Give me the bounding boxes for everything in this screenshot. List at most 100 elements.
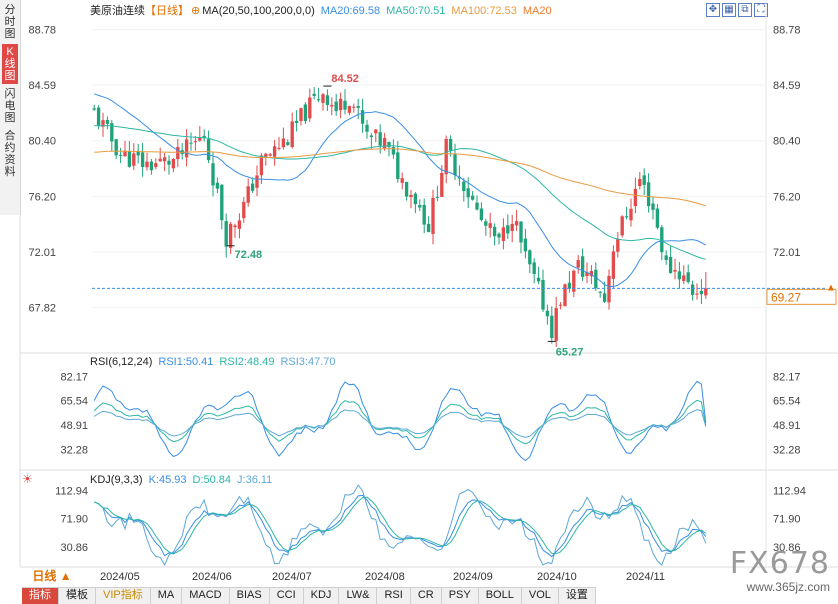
candle-body [422,204,426,225]
candle-body [110,123,114,142]
candle-body [576,260,580,268]
candle-body [132,153,136,166]
candle-body [616,238,620,252]
candle-body [369,135,374,138]
rsi1-line [93,380,707,462]
kdj-params: KDJ(9,3,3) [90,474,143,486]
candle-body [338,98,343,111]
candle-body [523,238,528,252]
maximize-icon[interactable]: ⛶ [754,3,768,17]
indicator-tab-13[interactable]: VOL [522,588,559,604]
kdj-d-value: D:50.84 [192,474,232,486]
candle-body [651,203,655,210]
indicator-tab-6[interactable]: CCI [270,588,304,604]
indicator-tab-0[interactable]: 指标 [22,588,59,604]
candle-body [668,256,673,274]
candle-body [140,152,145,167]
candle-body [206,139,211,161]
tab-flash[interactable]: 闪电图 [4,88,16,124]
layout-grid-icon[interactable]: ▦ [722,3,736,17]
indicator-tab-7[interactable]: KDJ [304,588,340,604]
candle-body [479,208,484,220]
candle-body [167,160,171,165]
candle-body [594,269,598,289]
ma-params: MA(20,50,100,200,0,0) [202,5,315,17]
candle-body [444,138,448,175]
candle-body [158,158,162,162]
candle-body [607,275,611,303]
tab-contract-info[interactable]: 合约资料 [4,130,16,178]
rsi2-line [93,399,707,445]
crosshair-icon[interactable]: ✥ [706,3,720,17]
candle-body [105,119,110,124]
indicator-tab-12[interactable]: BOLL [479,588,522,604]
candle-body [127,151,132,167]
settings-sun-icon[interactable]: ☀ [22,472,33,486]
indicator-tab-4[interactable]: MACD [182,588,230,604]
candle-body [554,308,558,341]
main-right-tick: 88.78 [773,25,801,37]
candle-body [101,120,105,127]
indicator-tab-11[interactable]: PSY [442,588,479,604]
candle-body [184,139,189,158]
candle-body [563,284,567,307]
candle-body [484,221,488,226]
candle-body [374,129,378,134]
candle-body [638,179,642,187]
main-chart-header: 美原油连续【日线】 ⊕ MA(20,50,100,200,0,0) MA20:69.5… [90,3,558,19]
candle-body [277,147,281,149]
low-label-2: 65.27 [556,346,584,358]
candle-body [536,277,541,282]
candle-body [506,225,510,234]
candle-body [242,201,246,219]
candle-body [677,271,682,280]
candle-body [629,208,633,221]
current-price-label: 69.27 [771,290,801,304]
candle-body [673,269,677,272]
high-label: 84.52 [331,73,359,85]
candle-body [171,158,176,169]
candle-body [510,223,514,231]
indicator-tab-2[interactable]: VIP指标 [96,588,151,604]
tab-timeshare[interactable]: 分时图 [4,4,16,40]
restore-icon[interactable]: ⧉ [738,3,752,17]
candle-body [682,275,686,281]
kdj-j-value: J:36.11 [237,474,273,486]
indicator-tab-8[interactable]: LW& [339,588,378,604]
ma200-value: MA20 [522,5,552,17]
indicator-tab-5[interactable]: BIAS [230,588,270,604]
kdj-left-tick: 30.86 [60,542,88,554]
candle-body [572,270,576,292]
candle-body [704,288,708,296]
indicator-tab-3[interactable]: MA [151,588,183,604]
candle-body [180,150,184,155]
candle-body [545,310,550,317]
indicator-tab-14[interactable]: 设置 [559,588,596,604]
candle-body [312,93,316,96]
candle-body [352,106,356,108]
ma50-line [94,125,706,260]
candle-body [532,262,536,274]
candle-body [325,95,330,105]
watermark-url: www.365jz.com [746,580,830,594]
add-indicator-icon[interactable]: ⊕ [191,5,201,17]
candle-body [396,152,400,180]
rsi-right-tick: 32.28 [773,444,801,456]
candle-body [453,154,457,176]
candle-body [189,142,193,144]
candle-body [347,106,352,113]
indicator-tab-10[interactable]: CR [411,588,442,604]
kdj-left-tick: 71.90 [60,514,88,526]
indicator-tab-9[interactable]: RSI [377,588,411,604]
rsi-header: RSI(6,12,24) RSI1:50.41 RSI2:48.49 RSI3:47.… [90,354,342,370]
main-left-tick: 84.59 [28,80,56,92]
candle-body [457,176,462,179]
main-left-tick: 88.78 [28,25,56,37]
candle-body [400,178,404,183]
candle-body [624,216,629,218]
indicator-tab-1[interactable]: 模板 [59,588,96,604]
candle-body [514,221,519,226]
period-dropdown[interactable]: 日线 ▲ [32,569,72,583]
